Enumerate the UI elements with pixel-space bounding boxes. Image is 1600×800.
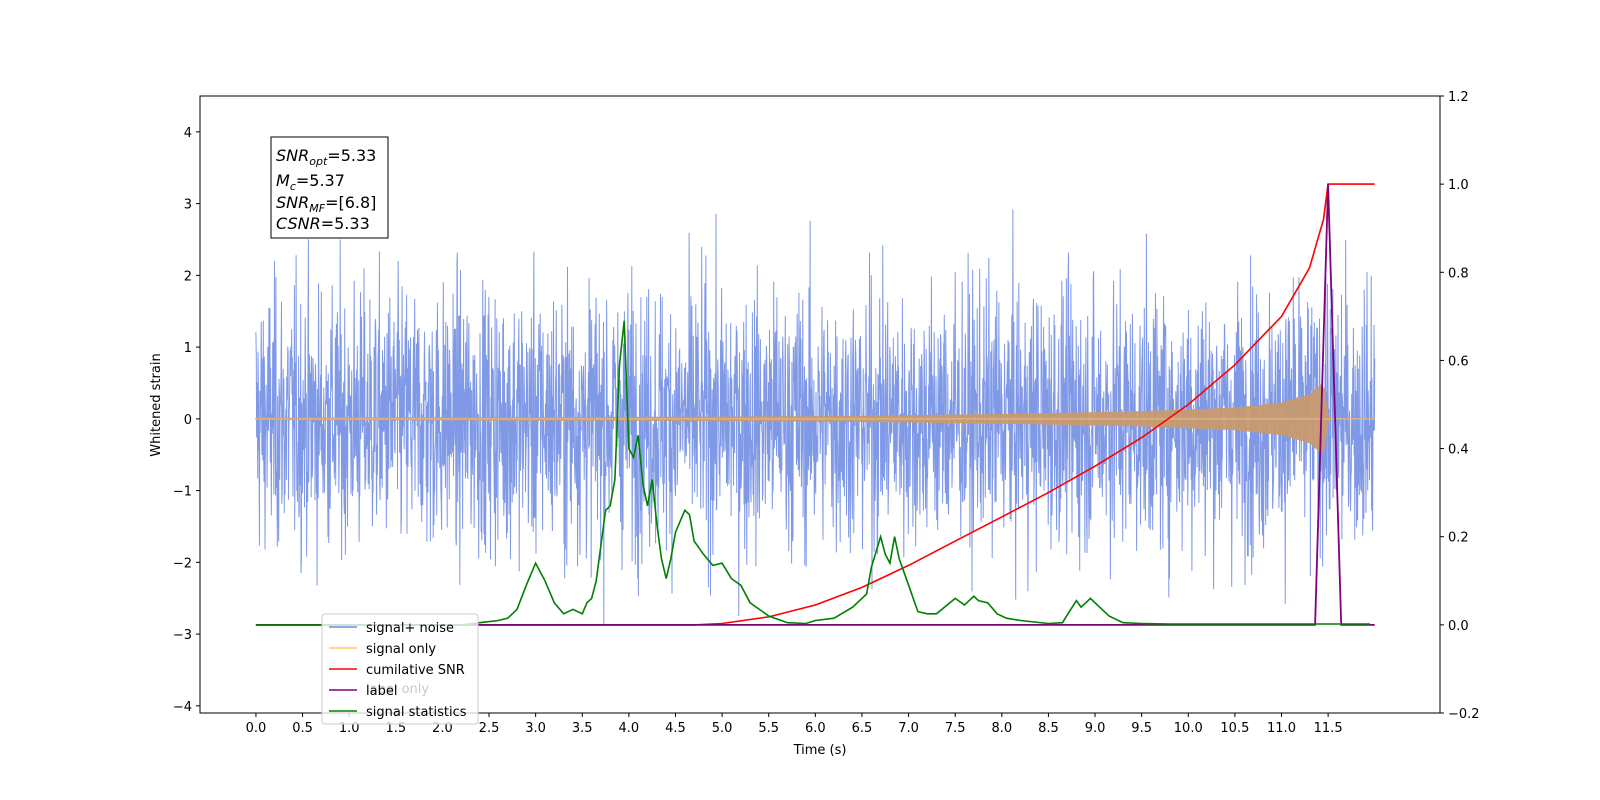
stat-chirp-mass-sub: c [290, 180, 296, 193]
x-tick-label: 5.5 [758, 721, 779, 736]
y-tick-label: 0 [184, 413, 192, 428]
y2-tick-label: 0.4 [1448, 443, 1469, 458]
x-tick-label: 0.0 [246, 721, 267, 736]
legend-hidden-label: label only [366, 682, 429, 697]
y-tick-label: −3 [173, 628, 192, 643]
series-cumulative-snr [255, 183, 1375, 626]
legend-label: signal+ noise [366, 621, 454, 636]
legend-label: signal only [366, 642, 436, 657]
stat-snr-mf: SNRMF=[6.8] [276, 193, 376, 215]
series-label [255, 184, 1375, 626]
y-tick-label: −1 [173, 485, 192, 500]
legend-items: signal+ noise signal only cumilative SNR la… [329, 621, 467, 720]
stat-chirp-mass-value: =5.37 [296, 171, 345, 190]
x-tick-label: 2.5 [479, 721, 500, 736]
x-tick-label: 8.5 [1038, 721, 1059, 736]
x-tick-label: 3.0 [525, 721, 546, 736]
x-tick-label: 10.5 [1220, 721, 1249, 736]
stat-snr-opt-value: =5.33 [327, 146, 376, 165]
stats-box: SNRopt=5.33 Mc=5.37 SNRMF=[6.8] CSNR=5.3… [270, 136, 389, 239]
x-tick-label: 11.0 [1267, 721, 1296, 736]
stat-snr-mf-value: =[6.8] [325, 193, 376, 212]
y-tick-label: 2 [184, 269, 192, 284]
x-tick-label: 5.0 [712, 721, 733, 736]
stat-snr-opt-sub: opt [309, 155, 328, 168]
legend-label: cumilative SNR [366, 663, 465, 678]
x-tick-label: 0.5 [292, 721, 313, 736]
x-tick-label: 4.5 [665, 721, 686, 736]
legend-item: label [329, 684, 397, 699]
x-tick-label: 7.5 [945, 721, 966, 736]
stat-snr-mf-name: SNR [276, 193, 309, 212]
y-axis-label: Whitened strain [149, 353, 164, 456]
y2-tick-label: −0.2 [1448, 707, 1480, 722]
x-tick-label: 9.5 [1131, 721, 1152, 736]
stat-csnr-value: =5.33 [321, 214, 370, 233]
y2-tick-label: 0.6 [1448, 354, 1469, 369]
x-tick-label: 1.5 [385, 721, 406, 736]
legend: label only signal+ noise signal only cumil… [321, 613, 479, 725]
x-tick-label: 3.5 [572, 721, 593, 736]
stat-chirp-mass: Mc=5.37 [276, 171, 345, 193]
x-tick-label: 8.0 [991, 721, 1012, 736]
x-tick-label: 2.0 [432, 721, 453, 736]
y2-tick-label: 1.2 [1448, 90, 1469, 105]
x-axis-label: Time (s) [793, 743, 847, 758]
legend-item: signal statistics [329, 705, 467, 720]
legend-label: signal statistics [366, 705, 467, 720]
y-tick-label: 3 [184, 198, 192, 213]
x-tick-label: 1.0 [339, 721, 360, 736]
x-tick-label: 4.0 [619, 721, 640, 736]
x-tick-label: 6.5 [852, 721, 873, 736]
y2-tick-label: 1.0 [1448, 178, 1469, 193]
stat-snr-mf-sub: MF [309, 202, 325, 215]
stat-snr-opt-name: SNR [276, 146, 309, 165]
x-tick-label: 10.0 [1174, 721, 1203, 736]
y2-tick-label: 0.2 [1448, 531, 1469, 546]
stat-snr-opt: SNRopt=5.33 [276, 146, 376, 168]
legend-label: label [366, 684, 397, 699]
series-signal-statistics [255, 320, 1371, 626]
legend-item: signal+ noise [329, 621, 454, 636]
legend-frame [321, 613, 479, 725]
y-tick-label: 4 [184, 126, 192, 141]
plot-frame [199, 95, 1441, 714]
legend-item: signal only [329, 642, 436, 657]
axis-layer: 0.0 0.5 1.0 1.5 2.0 2.5 3.0 3.5 4.0 4.5 5.0 5.5 6.0 6… [173, 90, 1480, 736]
stat-csnr: CSNR=5.33 [276, 214, 370, 233]
stat-csnr-name: CSNR [276, 214, 321, 233]
y-tick-label: −2 [173, 556, 192, 571]
series-layer [255, 183, 1376, 626]
y-tick-label: 1 [184, 341, 192, 356]
legend-item: cumilative SNR [329, 663, 465, 678]
stats-box-frame [270, 136, 389, 239]
x-tick-label: 9.0 [1085, 721, 1106, 736]
y2-tick-label: 0.8 [1448, 266, 1469, 281]
x-tick-label: 6.0 [805, 721, 826, 736]
y2-tick-label: 0.0 [1448, 619, 1469, 634]
x-tick-label: 7.0 [898, 721, 919, 736]
x-tick-label: 11.5 [1314, 721, 1343, 736]
y-tick-label: −4 [173, 700, 192, 715]
stat-chirp-mass-name: M [276, 171, 290, 190]
